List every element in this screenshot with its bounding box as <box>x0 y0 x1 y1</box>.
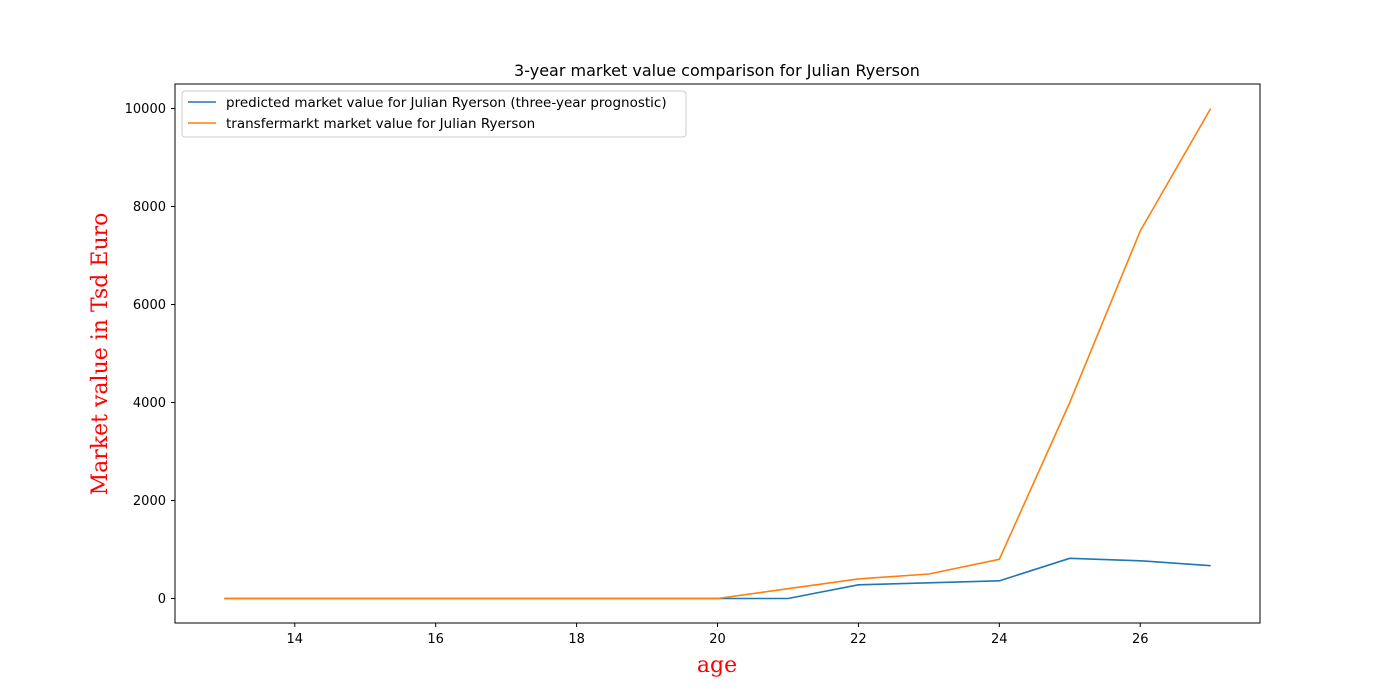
x-tick-label: 22 <box>850 632 867 647</box>
y-tick-label: 2000 <box>133 494 166 509</box>
series-layer <box>224 108 1212 600</box>
x-tick-label: 24 <box>991 632 1008 647</box>
x-tick-label: 26 <box>1132 632 1149 647</box>
x-tick-label: 16 <box>427 632 444 647</box>
x-axis-label: age <box>697 653 737 678</box>
legend-label-2: transfermarkt market value for Julian Ry… <box>226 116 535 132</box>
chart-title: 3-year market value comparison for Julia… <box>514 61 920 80</box>
x-tick-label: 18 <box>568 632 585 647</box>
y-tick-label: 6000 <box>133 298 166 313</box>
y-axis: 0 2000 4000 6000 8000 10000 <box>125 102 175 607</box>
x-tick-label: 14 <box>286 632 303 647</box>
legend: predicted market value for Julian Ryerso… <box>181 90 687 138</box>
y-tick-label: 8000 <box>133 200 166 215</box>
y-tick-label: 10000 <box>125 102 166 117</box>
x-axis: 14 16 18 20 22 24 26 <box>286 623 1149 647</box>
y-axis-label: Market value in Tsd Euro <box>88 213 113 496</box>
legend-box <box>181 90 687 138</box>
y-tick-label: 4000 <box>133 396 166 411</box>
plot-area-frame <box>174 83 1261 624</box>
y-tick-label: 0 <box>158 592 166 607</box>
x-tick-label: 20 <box>709 632 726 647</box>
series-line-2 <box>224 108 1212 600</box>
legend-label-1: predicted market value for Julian Ryerso… <box>226 95 667 111</box>
